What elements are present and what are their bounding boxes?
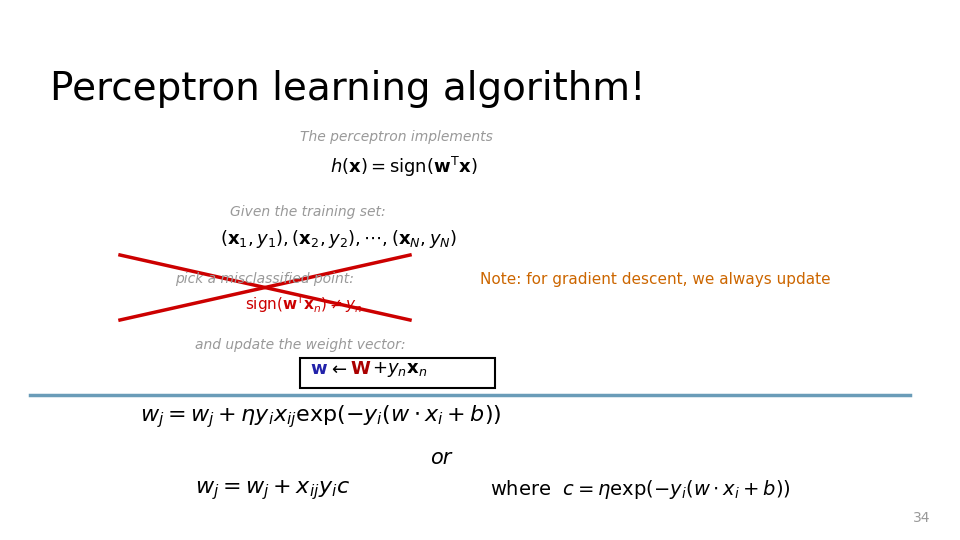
Bar: [300, 358, 495, 388]
Text: The perceptron implements: The perceptron implements: [300, 130, 492, 144]
Text: 34: 34: [913, 511, 930, 525]
Text: $\mathrm{sign}(\mathbf{w}^\mathsf{T}\mathbf{x}_n) \neq y_n$: $\mathrm{sign}(\mathbf{w}^\mathsf{T}\mat…: [245, 293, 363, 315]
Text: $w_j = w_j + \eta y_i x_{ij} \exp(-y_i(w \cdot x_i + b))$: $w_j = w_j + \eta y_i x_{ij} \exp(-y_i(w…: [140, 403, 501, 430]
Text: Note: for gradient descent, we always update: Note: for gradient descent, we always up…: [480, 272, 830, 287]
Text: $\leftarrow$: $\leftarrow$: [328, 360, 348, 378]
Text: Given the training set:: Given the training set:: [230, 205, 386, 219]
Text: $h(\mathbf{x}) = \mathrm{sign}(\mathbf{w}^\mathsf{T}\mathbf{x})$: $h(\mathbf{x}) = \mathrm{sign}(\mathbf{w…: [330, 155, 477, 179]
Text: $\mathbf{W}$: $\mathbf{W}$: [350, 360, 372, 378]
Text: and update the weight vector:: and update the weight vector:: [195, 338, 405, 352]
Text: $\mathbf{w}$: $\mathbf{w}$: [310, 360, 328, 378]
Text: or: or: [430, 448, 451, 468]
Text: $+ y_n\mathbf{x}_n$: $+ y_n\mathbf{x}_n$: [372, 360, 427, 379]
Text: $w_j = w_j + x_{ij} y_i c$: $w_j = w_j + x_{ij} y_i c$: [195, 478, 350, 502]
Text: Perceptron learning algorithm!: Perceptron learning algorithm!: [50, 70, 646, 108]
Text: where  $c = \eta \exp(-y_i(w \cdot x_i + b))$: where $c = \eta \exp(-y_i(w \cdot x_i + …: [490, 478, 791, 501]
Text: pick a misclassified point:: pick a misclassified point:: [175, 272, 354, 286]
Text: $(\mathbf{x}_1, y_1), (\mathbf{x}_2, y_2), \cdots, (\mathbf{x}_N, y_N)$: $(\mathbf{x}_1, y_1), (\mathbf{x}_2, y_2…: [220, 228, 457, 250]
